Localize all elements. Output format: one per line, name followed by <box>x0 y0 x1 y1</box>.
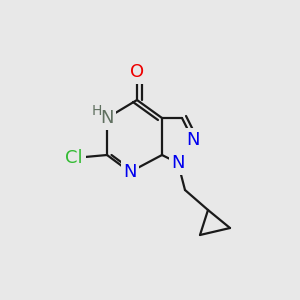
Text: O: O <box>130 63 144 81</box>
Text: H: H <box>92 104 102 118</box>
Text: Cl: Cl <box>65 149 83 167</box>
Text: N: N <box>123 163 137 181</box>
Text: N: N <box>171 154 185 172</box>
Text: N: N <box>186 131 200 149</box>
Text: N: N <box>100 109 114 127</box>
